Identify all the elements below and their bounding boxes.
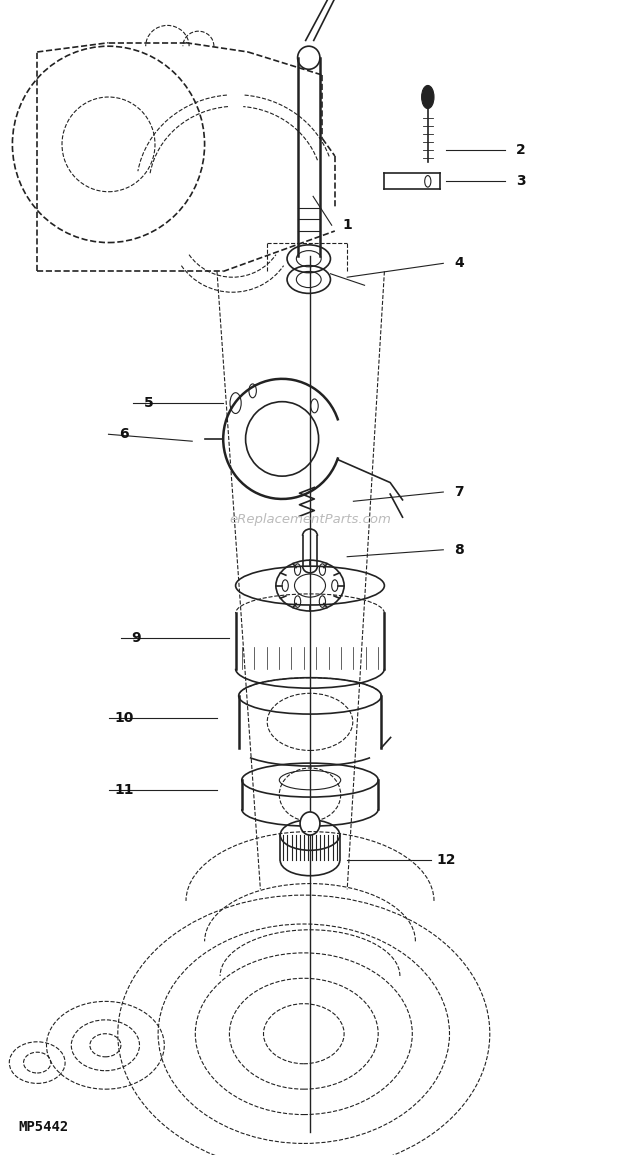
Text: 7: 7	[454, 485, 464, 499]
Text: 8: 8	[454, 543, 464, 557]
Circle shape	[422, 85, 434, 109]
Text: 9: 9	[131, 631, 141, 644]
Text: 10: 10	[114, 711, 134, 725]
Text: 2: 2	[516, 143, 526, 157]
Ellipse shape	[300, 812, 320, 835]
Text: 1: 1	[342, 218, 352, 232]
Text: eReplacementParts.com: eReplacementParts.com	[229, 513, 391, 527]
Text: 5: 5	[144, 396, 154, 410]
Text: 12: 12	[436, 854, 456, 867]
Text: 4: 4	[454, 256, 464, 270]
Text: 6: 6	[119, 427, 129, 441]
Text: MP5442: MP5442	[19, 1120, 69, 1134]
Text: 11: 11	[114, 783, 134, 797]
Text: 3: 3	[516, 174, 526, 188]
